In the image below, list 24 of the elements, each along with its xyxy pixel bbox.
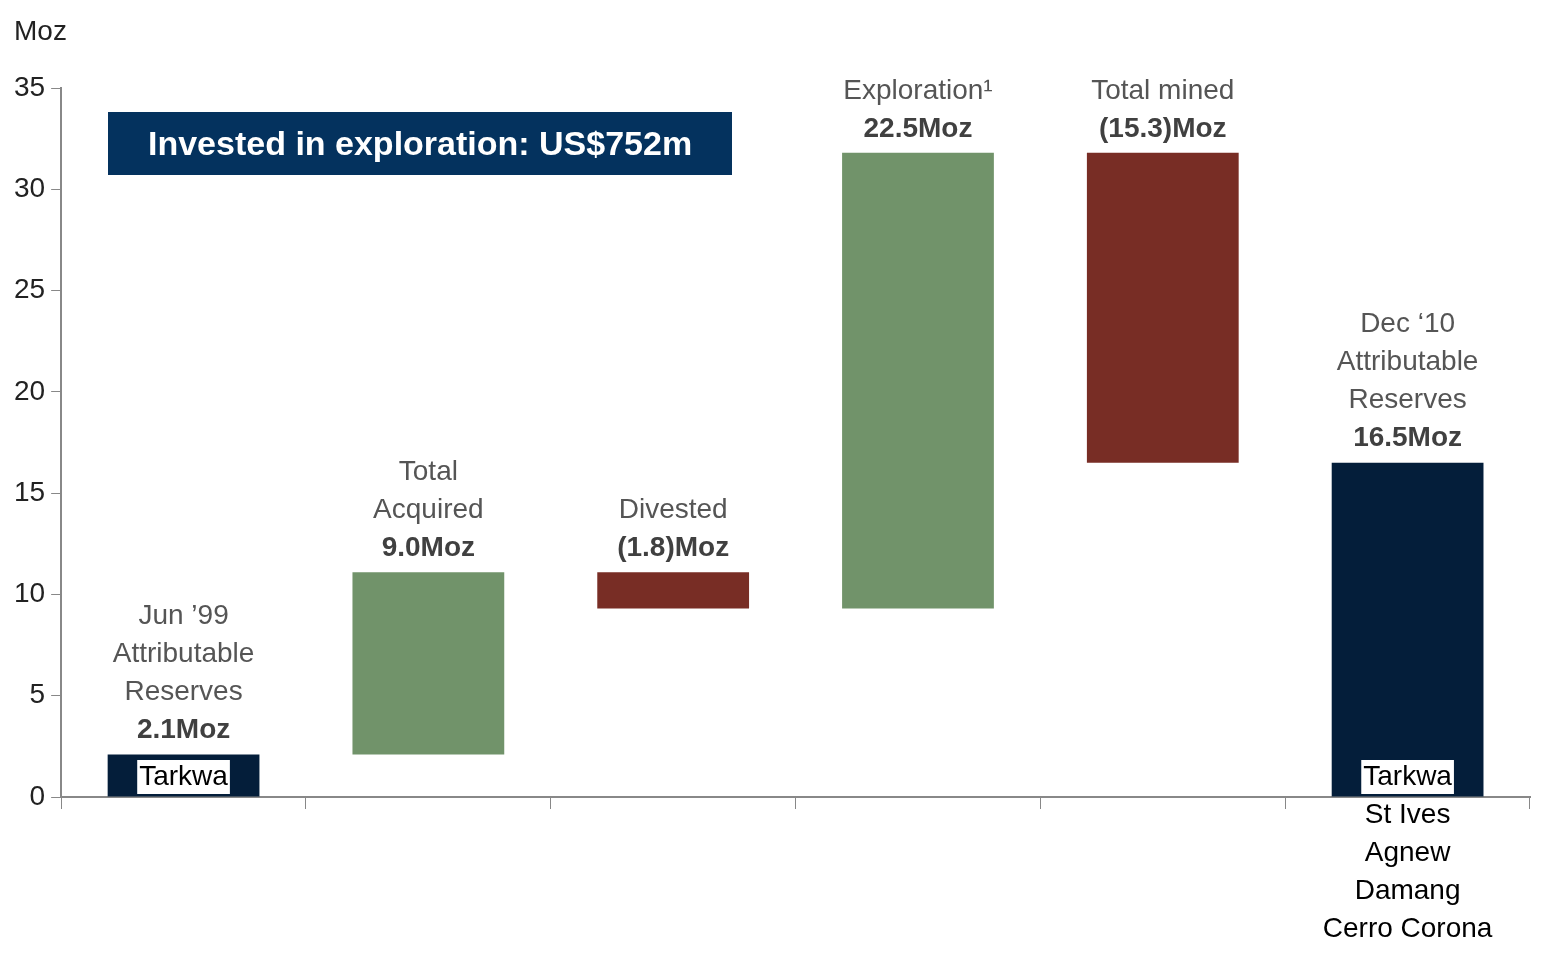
data-label: (15.3)Moz	[1099, 111, 1227, 143]
y-tick-label: 5	[29, 678, 46, 710]
data-label: 16.5Moz	[1353, 421, 1463, 453]
y-tick-label: 0	[29, 779, 46, 811]
y-tick-label: 10	[13, 577, 46, 609]
data-label: (1.8)Moz	[617, 530, 730, 562]
x-tick-label: Divested	[618, 492, 728, 524]
x-tick-label: Total Acquired	[373, 454, 484, 524]
x-tick-label: Exploration¹	[843, 73, 993, 105]
data-label: 2.1Moz	[136, 713, 231, 745]
y-tick-label: 30	[13, 172, 46, 203]
annotation: Tarkwa	[139, 759, 229, 791]
text: Invested in exploration: US$752m	[108, 112, 733, 175]
x-tick-label: Dec ‘10 Attributable Reserves	[1336, 307, 1479, 415]
data-label: 9.0Moz	[381, 530, 476, 562]
y-tick-label: 25	[13, 273, 46, 305]
x-tick-label: Total mined	[1091, 73, 1235, 105]
y-tick-label: 15	[13, 475, 46, 507]
annotation: Tarkwa St Ives Agnew Damang Cerro Corona	[1322, 759, 1493, 943]
y-tick-label: 20	[13, 374, 46, 406]
y-tick-label: 35	[13, 70, 46, 102]
data-label: 22.5Moz	[863, 111, 973, 143]
x-tick-label: Jun ’99 Attributable Reserves	[112, 599, 255, 707]
y-axis-title: Moz	[14, 14, 67, 46]
